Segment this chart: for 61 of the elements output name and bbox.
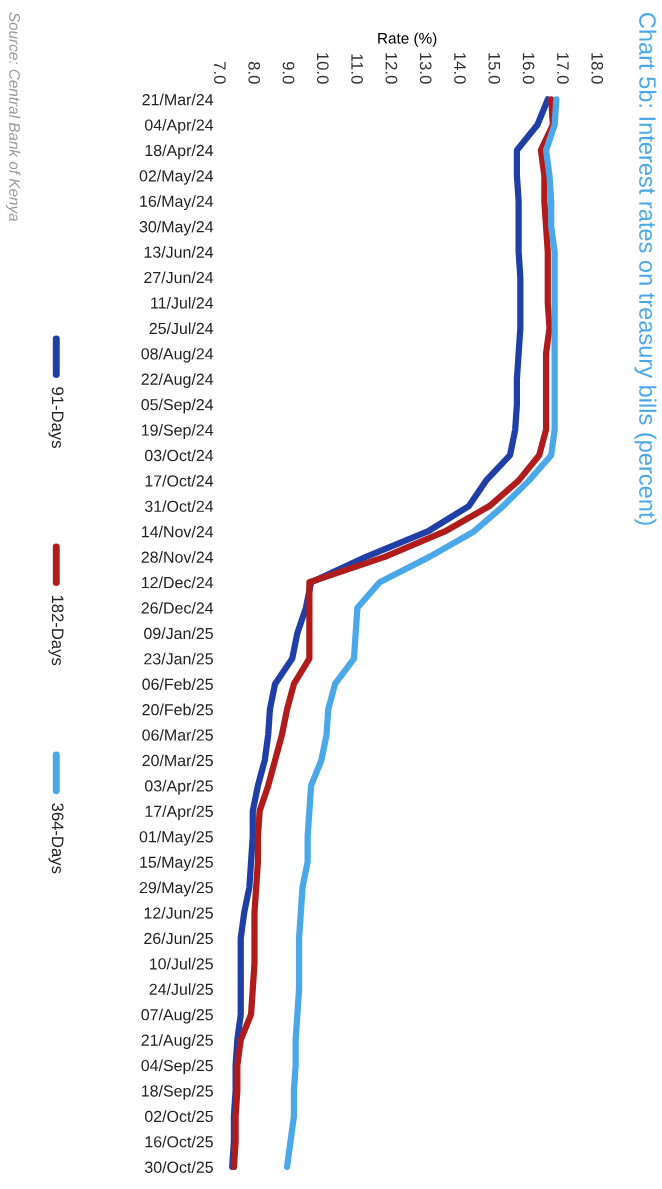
y-tick-label: 24/Jul/25 (149, 983, 213, 995)
y-tick-label: 19/Sep/24 (142, 424, 214, 439)
y-tick-label: 23/Jan/25 (144, 652, 213, 665)
y-tick-label: 05/Sep/24 (141, 398, 214, 414)
x-tick-label: 18.0 (591, 53, 604, 84)
y-tick-label: 02/Oct/25 (144, 1110, 213, 1123)
x-tick-label: 7.0 (213, 62, 226, 84)
legend-label: 364-Days (48, 803, 64, 874)
y-tick-label: 21/Mar/24 (142, 93, 214, 106)
x-tick-label: 11.0 (351, 54, 363, 84)
y-tick-label: 11/Jul/24 (151, 296, 214, 309)
y-tick-label: 10/Jul/25 (150, 957, 213, 970)
y-tick-label: 29/May/25 (139, 881, 213, 897)
text: Chart 5b: Interest rates on treasury bills (percent) (634, 13, 657, 525)
y-tick-label: 26/Dec/24 (141, 601, 214, 614)
y-tick-label: 07/Aug/25 (141, 1008, 213, 1024)
y-tick-label: 01/May/25 (139, 830, 213, 846)
y-tick-label: 16/May/24 (140, 195, 214, 211)
y-tick-label: 16/Oct/25 (145, 1135, 213, 1148)
y-tick-label: 13/Jun/24 (144, 246, 214, 258)
y-tick-label: 20/Mar/25 (142, 754, 213, 767)
y-tick-label: 09/Jan/25 (144, 627, 213, 640)
x-tick-label: 10.0 (316, 53, 329, 84)
y-tick-label: 30/May/24 (139, 220, 214, 236)
y-tick-label: 21/Aug/25 (141, 1034, 213, 1049)
source-note: Source: Central Bank of Kenya (6, 12, 21, 222)
y-tick-label: 06/Feb/25 (142, 678, 213, 690)
x-tick-label: 9.0 (282, 61, 295, 84)
y-tick-label: 12/Dec/24 (142, 576, 214, 589)
y-tick-label: 03/Apr/25 (144, 779, 213, 795)
y-tick-label: 28/Nov/24 (141, 551, 214, 563)
y-tick-label: 26/Jun/25 (144, 932, 213, 945)
y-tick-label: 17/Oct/24 (145, 474, 214, 487)
legend-label: 182-Days (48, 595, 64, 666)
legend-label: 91-Days (48, 387, 64, 448)
x-tick-label: 16.0 (522, 53, 535, 84)
x-axis-title: Rate (%) (378, 32, 437, 47)
y-tick-label: 03/Oct/24 (144, 449, 214, 462)
y-tick-label: 30/Oct/25 (144, 1161, 213, 1173)
y-tick-label: 18/Apr/24 (145, 144, 214, 160)
y-tick-label: 02/May/24 (139, 169, 214, 185)
y-tick-label: 31/Oct/24 (144, 500, 214, 512)
y-tick-label: 22/Aug/24 (141, 373, 214, 389)
y-tick-label: 18/Sep/25 (142, 1084, 213, 1100)
y-tick-label: 14/Nov/24 (142, 525, 214, 538)
x-tick-label: 14.0 (454, 53, 466, 84)
y-tick-label: 08/Aug/24 (141, 347, 214, 363)
x-tick-label: 13.0 (419, 53, 432, 84)
y-tick-label: 15/May/25 (140, 856, 213, 872)
y-tick-label: 27/Jun/24 (144, 271, 214, 284)
x-tick-label: 8.0 (248, 61, 261, 84)
y-tick-label: 17/Apr/25 (145, 805, 213, 821)
x-tick-label: 15.0 (488, 53, 501, 84)
y-tick-label: 06/Mar/25 (142, 729, 213, 741)
y-tick-label: 20/Feb/25 (142, 703, 213, 716)
y-tick-label: 04/Apr/24 (144, 118, 214, 134)
x-tick-label: 12.0 (385, 53, 398, 84)
y-tick-label: 25/Jul/24 (149, 322, 214, 335)
x-tick-label: 17.0 (557, 53, 569, 84)
y-tick-label: 04/Sep/25 (141, 1059, 213, 1075)
y-tick-label: 12/Jun/25 (144, 906, 213, 919)
